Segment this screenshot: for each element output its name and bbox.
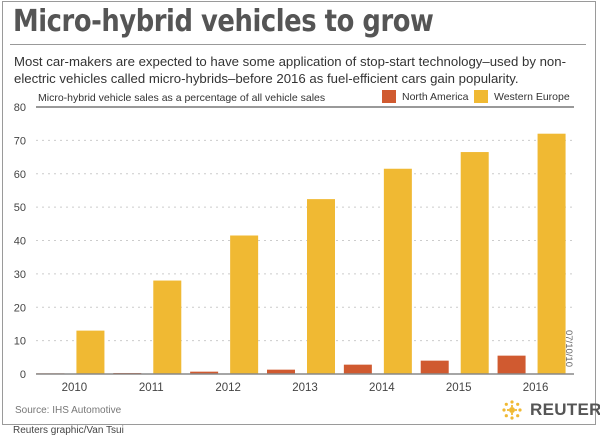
bar-western-europe <box>76 330 105 374</box>
legend-swatch-western-europe <box>474 90 488 103</box>
legend-label-north-america: North America <box>402 90 469 103</box>
bar-western-europe <box>537 133 566 374</box>
y-tick-label: 10 <box>14 336 26 348</box>
x-tick-label: 2013 <box>292 382 318 394</box>
bar-north-america <box>343 364 372 374</box>
x-tick-label: 2015 <box>446 382 472 394</box>
y-tick-label: 0 <box>20 369 26 381</box>
chart-title: Micro-hybrid vehicles to grow <box>13 4 434 39</box>
y-axis-label: Micro-hybrid vehicle sales as a percenta… <box>38 92 326 104</box>
y-tick-label: 60 <box>14 169 26 181</box>
legend-item-western-europe: Western Europe <box>474 90 570 103</box>
reuters-wordmark: REUTERS <box>530 400 600 419</box>
source-note: Source: IHS Automotive <box>15 405 122 416</box>
y-tick-label: 30 <box>14 269 26 281</box>
y-tick-label: 20 <box>14 302 26 314</box>
graphic-credit: Reuters graphic/Van Tsui <box>13 425 124 436</box>
bar-western-europe <box>153 280 182 374</box>
bar-western-europe <box>230 235 259 374</box>
x-tick-label: 2012 <box>215 382 241 394</box>
title-divider <box>10 44 586 45</box>
x-tick-label: 2010 <box>62 382 88 394</box>
reuters-dot-icon <box>502 400 522 420</box>
y-tick-label: 50 <box>14 202 26 214</box>
date-stamp: 07/10/10 <box>563 330 574 367</box>
x-tick-label: 2016 <box>523 382 549 394</box>
bar-north-america <box>267 369 295 374</box>
bar-western-europe <box>460 152 489 374</box>
legend-item-north-america: North America <box>382 90 469 103</box>
chart-subtitle: Most car-makers are expected to have som… <box>14 54 566 86</box>
bar-north-america <box>190 371 219 374</box>
bar-western-europe <box>383 168 412 374</box>
x-tick-label: 2011 <box>139 382 164 394</box>
bar-north-america <box>497 355 526 374</box>
y-tick-label: 40 <box>14 236 26 248</box>
y-tick-label: 80 <box>14 102 26 114</box>
bar-north-america <box>420 360 449 374</box>
legend-label-western-europe: Western Europe <box>494 90 570 103</box>
y-tick-label: 70 <box>14 135 26 147</box>
x-tick-label: 2014 <box>369 382 395 394</box>
legend-swatch-north-america <box>382 90 396 103</box>
bar-western-europe <box>307 199 335 374</box>
reuters-logo: REUTERS <box>500 398 600 422</box>
